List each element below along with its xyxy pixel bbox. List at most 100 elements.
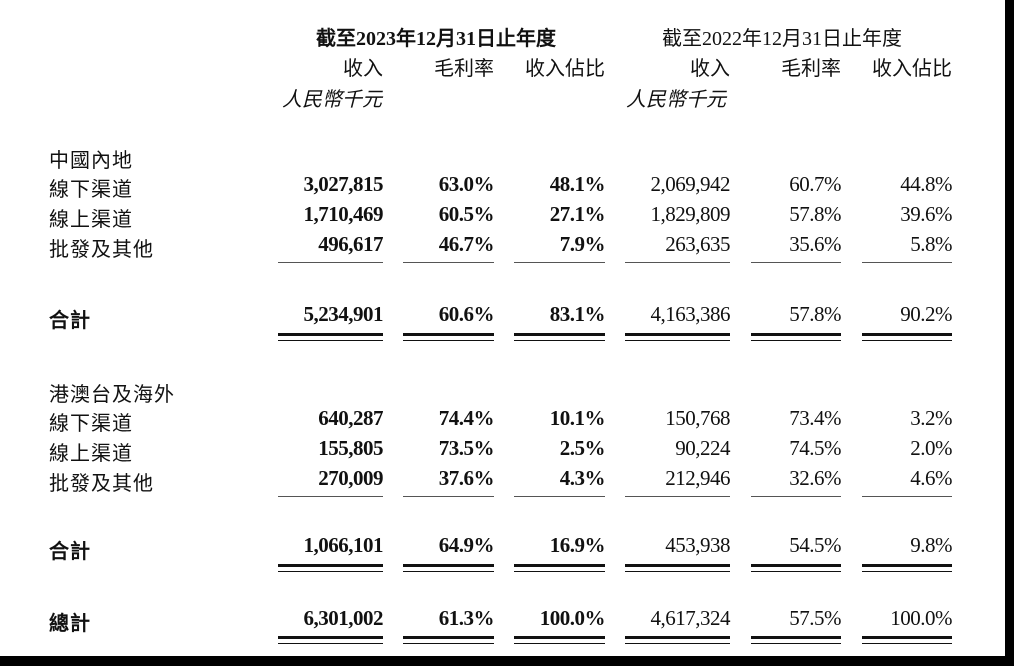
double-underline [625,333,730,341]
cell-share-2023: 10.1% [549,406,606,430]
cell-share-2023: 27.1% [549,202,606,226]
total-margin-2022: 57.5% [789,606,841,630]
cell-share-2023: 4.3% [559,466,606,490]
underline [278,262,383,263]
double-underline [403,333,494,341]
cell-revenue-2023: 496,617 [318,232,383,256]
subtotal-revenue-2023: 5,234,901 [303,302,384,326]
cell-revenue-2022: 90,224 [675,436,730,460]
col-header-margin-2022: 毛利率 [781,58,841,80]
double-underline [278,636,383,644]
cell-share-2022: 39.6% [900,202,952,226]
cell-margin-2023: 37.6% [438,466,495,490]
subtotal-share-2022: 9.8% [910,533,952,557]
underline [514,496,605,497]
underline [751,496,841,497]
cell-margin-2022: 73.4% [789,406,841,430]
double-underline [514,636,605,644]
double-underline [278,564,383,572]
total-revenue-2022: 4,617,324 [650,606,731,630]
cell-margin-2022: 35.6% [789,232,841,256]
section-title-overseas: 港澳台及海外 [49,382,175,406]
row-label: 批發及其他 [49,471,154,495]
row-label: 批發及其他 [49,237,154,261]
underline [403,496,494,497]
cell-revenue-2023: 1,710,469 [303,202,384,226]
subtotal-share-2023: 16.9% [549,533,606,557]
double-underline [278,333,383,341]
cell-margin-2023: 46.7% [438,232,495,256]
underline [751,262,841,263]
total-revenue-2023: 6,301,002 [303,606,384,630]
cell-revenue-2023: 3,027,815 [303,172,384,196]
cell-revenue-2022: 2,069,942 [650,172,731,196]
col-header-share-2022: 收入佔比 [872,58,952,80]
cell-share-2023: 2.5% [559,436,606,460]
cell-share-2022: 5.8% [910,232,952,256]
underline [625,262,730,263]
cell-margin-2023: 74.4% [438,406,495,430]
double-underline [751,636,841,644]
section-title-mainland: 中國內地 [49,148,133,172]
subtotal-share-2022: 90.2% [900,302,952,326]
double-underline [625,564,730,572]
row-label: 線上渠道 [49,207,133,231]
col-header-revenue-2023: 收入 [343,58,383,80]
cell-margin-2022: 74.5% [789,436,841,460]
cell-share-2022: 3.2% [910,406,952,430]
page-edge-right [1005,0,1014,666]
cell-margin-2023: 63.0% [438,172,495,196]
cell-revenue-2022: 150,768 [665,406,730,430]
underline [278,496,383,497]
underline [625,496,730,497]
subtotal-label: 合計 [49,308,91,332]
subtotal-margin-2023: 60.6% [438,302,495,326]
double-underline [403,564,494,572]
cell-revenue-2022: 263,635 [665,232,730,256]
period-header-2022: 截至2022年12月31日止年度 [662,28,902,50]
subtotal-share-2023: 83.1% [549,302,606,326]
row-label: 線上渠道 [49,441,133,465]
total-share-2023: 100.0% [539,606,606,630]
col-header-revenue-2022: 收入 [690,58,730,80]
cell-margin-2023: 73.5% [438,436,495,460]
unit-label-2023: 人民幣千元 [282,89,382,111]
double-underline [403,636,494,644]
cell-revenue-2023: 270,009 [318,466,383,490]
subtotal-revenue-2022: 453,938 [665,533,730,557]
financial-table-page: 截至2023年12月31日止年度 截至2022年12月31日止年度 收入 毛利率… [49,28,953,644]
double-underline [514,333,605,341]
total-share-2022: 100.0% [890,606,952,630]
subtotal-margin-2022: 54.5% [789,533,841,557]
subtotal-margin-2022: 57.8% [789,302,841,326]
page-edge-bottom [0,656,1014,666]
cell-revenue-2023: 640,287 [318,406,383,430]
underline [862,262,952,263]
cell-share-2022: 44.8% [900,172,952,196]
col-header-share-2023: 收入佔比 [525,58,605,80]
subtotal-margin-2023: 64.9% [438,533,495,557]
double-underline [862,636,952,644]
cell-margin-2022: 32.6% [789,466,841,490]
subtotal-label: 合計 [49,539,91,563]
underline [862,496,952,497]
double-underline [862,564,952,572]
cell-share-2023: 48.1% [549,172,606,196]
double-underline [751,564,841,572]
cell-margin-2022: 57.8% [789,202,841,226]
cell-share-2023: 7.9% [559,232,606,256]
row-label: 線下渠道 [49,177,133,201]
underline [514,262,605,263]
unit-label-2022: 人民幣千元 [626,89,726,111]
cell-revenue-2022: 1,829,809 [650,202,731,226]
row-label: 線下渠道 [49,411,133,435]
double-underline [514,564,605,572]
cell-share-2022: 4.6% [910,466,952,490]
cell-revenue-2023: 155,805 [318,436,383,460]
double-underline [751,333,841,341]
cell-share-2022: 2.0% [910,436,952,460]
cell-margin-2023: 60.5% [438,202,495,226]
subtotal-revenue-2023: 1,066,101 [303,533,384,557]
cell-revenue-2022: 212,946 [665,466,730,490]
double-underline [862,333,952,341]
